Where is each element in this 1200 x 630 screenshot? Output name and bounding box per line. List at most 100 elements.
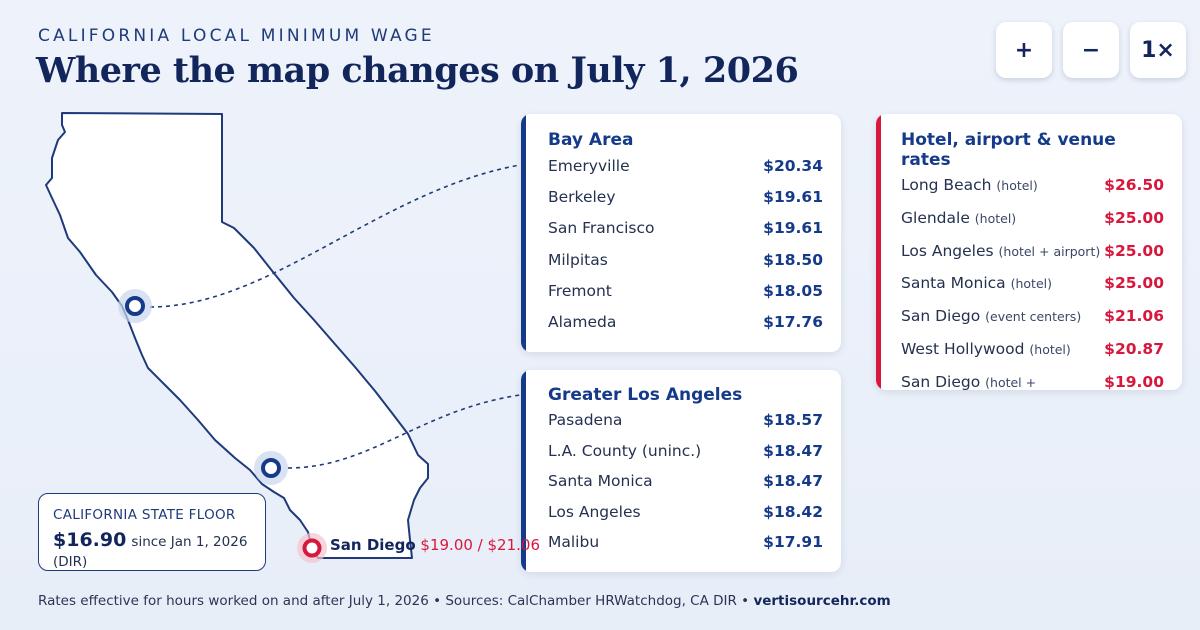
city-name: San Francisco	[548, 219, 655, 238]
list-item: Santa Monica $18.47	[548, 472, 823, 503]
city-label: Berkeley	[548, 188, 616, 206]
greater-la-list: Pasadena $18.57 L.A. County (uninc.) $18.47…	[548, 411, 823, 564]
list-item: Fremont $18.05	[548, 282, 823, 313]
rate-value: $25.00	[1104, 241, 1164, 260]
city-name: Alameda	[548, 312, 617, 331]
san-diego-label: San Diego $19.00 / $21.06	[330, 536, 540, 554]
zoom-in-button[interactable]: +	[996, 22, 1052, 78]
city-label: Santa Monica	[548, 472, 653, 490]
rate-note: (hotel + amusement)	[985, 374, 1037, 390]
city-name: Los Angeles	[548, 502, 641, 521]
city-name: San Diego	[901, 372, 981, 390]
rate-note: (hotel)	[996, 178, 1038, 193]
city-label: Fremont	[548, 282, 612, 300]
hotel-rates-title: Hotel, airport & venue rates	[901, 130, 1116, 170]
list-item: Los Angeles (hotel + airport) $25.00	[901, 242, 1164, 275]
city-name: Milpitas	[548, 250, 608, 269]
city-name: Santa Monica	[548, 472, 653, 491]
bay-area-card: Bay Area Emeryville $20.34 Berkeley $19.61 S…	[521, 114, 841, 352]
hotel-rates-list: Long Beach (hotel) $26.50 Glendale (hotel)…	[901, 176, 1164, 390]
greater-la-card: Greater Los Angeles Pasadena $18.57 L.A. C…	[521, 370, 841, 572]
city-label: Santa Monica (hotel)	[901, 274, 1052, 292]
page-kicker: CALIFORNIA LOCAL MINIMUM WAGE	[38, 26, 435, 46]
rate-value: $21.06	[1104, 307, 1164, 326]
california-outline	[45, 112, 429, 559]
city-name: Los Angeles	[901, 241, 994, 260]
city-name: Berkeley	[548, 188, 616, 207]
city-label: San Francisco	[548, 219, 654, 237]
list-item: West Hollywood (hotel) $20.87	[901, 340, 1164, 373]
city-name: Emeryville	[548, 157, 630, 175]
city-name: Fremont	[548, 281, 612, 300]
rate-value: $26.50	[1104, 176, 1164, 194]
hotel-rates-card: Hotel, airport & venue rates Long Beach …	[876, 114, 1182, 390]
city-name: Santa Monica	[901, 274, 1006, 293]
list-item: Milpitas $18.50	[548, 251, 823, 282]
bay-area-connector	[149, 164, 521, 308]
zoom-reset-button[interactable]: 1×	[1130, 22, 1186, 78]
rate-value: $19.61	[763, 219, 823, 238]
zoom-out-button[interactable]: −	[1063, 22, 1119, 78]
rate-value: $18.57	[763, 411, 823, 429]
rate-value: $18.05	[763, 281, 823, 300]
footer-site-link[interactable]: vertisourcehr.com	[753, 593, 891, 609]
list-item: San Diego (hotel + amusement)$19.00	[901, 373, 1164, 390]
city-name: L.A. County (uninc.)	[548, 441, 702, 460]
la-connector	[287, 394, 521, 469]
bay-area-list: Emeryville $20.34 Berkeley $19.61 San Franci…	[548, 157, 823, 344]
rate-value: $19.61	[763, 188, 823, 207]
list-item: L.A. County (uninc.) $18.47	[548, 442, 823, 473]
city-label: Los Angeles (hotel + airport)	[901, 242, 1100, 260]
state-floor-label: CALIFORNIA STATE FLOOR	[53, 507, 236, 523]
city-label: San Diego (event centers)	[901, 307, 1081, 325]
rate-value: $25.00	[1104, 274, 1164, 293]
rate-value: $20.87	[1104, 339, 1164, 358]
list-item: Los Angeles $18.42	[548, 503, 823, 534]
state-floor-box: CALIFORNIA STATE FLOOR $16.90 since Jan …	[38, 493, 266, 571]
card-accent-bar	[876, 114, 881, 390]
city-name: Glendale	[901, 208, 970, 227]
rate-value: $18.50	[763, 250, 823, 269]
rate-value: $18.47	[763, 441, 823, 460]
city-label: Alameda	[548, 313, 616, 331]
la-marker[interactable]	[254, 451, 288, 485]
city-label: Pasadena	[548, 411, 622, 429]
city-name: West Hollywood	[901, 339, 1025, 358]
rate-note: (hotel)	[1029, 341, 1071, 357]
rate-value: $20.34	[763, 157, 823, 175]
rate-value: $18.42	[763, 502, 823, 521]
rate-note: (event centers)	[985, 309, 1082, 325]
list-item: Malibu $17.91	[548, 533, 823, 564]
city-label: San Diego (hotel + amusement)	[901, 373, 1104, 390]
state-floor-amount: $16.90	[53, 529, 127, 551]
footer: Rates effective for hours worked on and …	[38, 593, 891, 609]
state-floor-since: since Jan 1, 2026 (DIR)	[53, 534, 248, 570]
city-label: Milpitas	[548, 251, 608, 269]
rate-value: $18.47	[763, 472, 823, 491]
city-label: Glendale (hotel)	[901, 209, 1016, 227]
rate-note: (hotel)	[1010, 276, 1052, 292]
card-accent-bar	[521, 114, 526, 352]
city-name: San Diego	[901, 307, 981, 326]
rate-value: $17.91	[763, 533, 823, 552]
city-label: Los Angeles	[548, 503, 641, 521]
bay-area-marker[interactable]	[118, 289, 152, 323]
list-item: Long Beach (hotel) $26.50	[901, 176, 1164, 209]
san-diego-marker[interactable]	[297, 533, 327, 563]
san-diego-city: San Diego	[330, 536, 416, 554]
city-name: Pasadena	[548, 411, 623, 429]
footer-text: Rates effective for hours worked on and …	[38, 593, 750, 609]
list-item: Berkeley $19.61	[548, 188, 823, 219]
list-item: Glendale (hotel) $25.00	[901, 209, 1164, 242]
rate-value: $25.00	[1104, 208, 1164, 227]
city-label: Long Beach (hotel)	[901, 176, 1038, 194]
city-label: West Hollywood (hotel)	[901, 340, 1071, 358]
list-item: San Francisco $19.61	[548, 219, 823, 250]
list-item: San Diego (event centers) $21.06	[901, 307, 1164, 340]
rate-note: (hotel)	[974, 210, 1017, 226]
greater-la-title: Greater Los Angeles	[548, 385, 743, 405]
city-name: Long Beach	[901, 176, 992, 194]
rate-value: $19.00	[1104, 372, 1164, 390]
rate-note: (hotel + airport)	[998, 243, 1101, 259]
